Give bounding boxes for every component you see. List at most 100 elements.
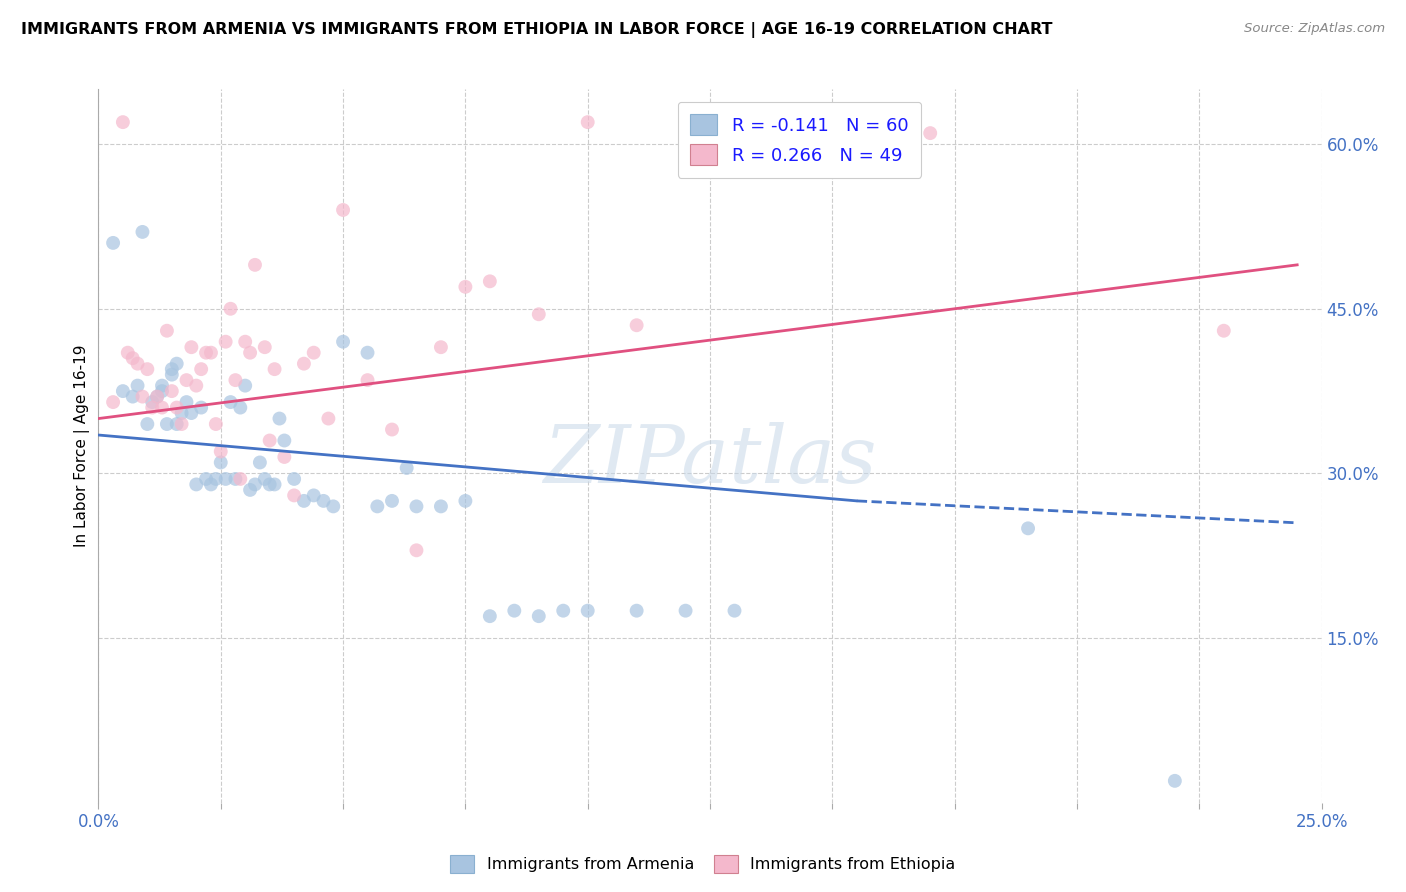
Point: [675, 604, 697, 618]
Text: IMMIGRANTS FROM ARMENIA VS IMMIGRANTS FROM ETHIOPIA IN LABOR FORCE | AGE 16-19 C: IMMIGRANTS FROM ARMENIA VS IMMIGRANTS FR…: [21, 22, 1053, 38]
Point: [723, 604, 745, 618]
Point: [626, 318, 648, 333]
Text: ZIPatlas: ZIPatlas: [543, 422, 877, 499]
Point: [146, 390, 169, 404]
Point: [190, 362, 212, 376]
Point: [150, 401, 173, 415]
Point: [136, 362, 159, 376]
Point: [263, 477, 285, 491]
Point: [219, 301, 242, 316]
Point: [166, 417, 188, 431]
Point: [283, 488, 305, 502]
Text: Source: ZipAtlas.com: Source: ZipAtlas.com: [1244, 22, 1385, 36]
Point: [1164, 773, 1187, 788]
Point: [214, 334, 236, 349]
Point: [229, 472, 252, 486]
Point: [205, 472, 228, 486]
Point: [176, 395, 198, 409]
Point: [920, 126, 942, 140]
Point: [356, 345, 378, 359]
Point: [224, 373, 246, 387]
Point: [430, 340, 453, 354]
Point: [127, 378, 149, 392]
Point: [121, 390, 143, 404]
Point: [156, 417, 179, 431]
Point: [176, 373, 198, 387]
Point: [503, 604, 526, 618]
Point: [1017, 521, 1039, 535]
Point: [273, 450, 295, 464]
Point: [269, 411, 291, 425]
Point: [186, 378, 208, 392]
Point: [318, 411, 340, 425]
Point: [249, 455, 271, 469]
Point: [111, 115, 134, 129]
Point: [170, 406, 193, 420]
Point: [292, 357, 315, 371]
Point: [166, 357, 188, 371]
Point: [576, 115, 599, 129]
Point: [160, 384, 183, 398]
Point: [576, 604, 599, 618]
Point: [253, 472, 276, 486]
Point: [273, 434, 295, 448]
Point: [205, 417, 228, 431]
Point: [214, 472, 236, 486]
Point: [381, 494, 404, 508]
Point: [146, 390, 169, 404]
Point: [111, 384, 134, 398]
Point: [259, 434, 281, 448]
Point: [131, 390, 153, 404]
Point: [131, 225, 153, 239]
Point: [127, 357, 149, 371]
Point: [170, 417, 193, 431]
Point: [1212, 324, 1234, 338]
Point: [166, 401, 188, 415]
Point: [312, 494, 335, 508]
Point: [160, 362, 183, 376]
Legend: Immigrants from Armenia, Immigrants from Ethiopia: Immigrants from Armenia, Immigrants from…: [444, 848, 962, 880]
Point: [478, 609, 501, 624]
Point: [302, 345, 325, 359]
Point: [224, 472, 246, 486]
Point: [263, 362, 285, 376]
Point: [160, 368, 183, 382]
Point: [405, 543, 427, 558]
Point: [259, 477, 281, 491]
Point: [195, 472, 218, 486]
Point: [302, 488, 325, 502]
Point: [150, 384, 173, 398]
Point: [283, 472, 305, 486]
Point: [239, 345, 262, 359]
Point: [233, 334, 256, 349]
Point: [180, 340, 202, 354]
Point: [243, 477, 266, 491]
Point: [356, 373, 378, 387]
Point: [322, 500, 344, 514]
Point: [239, 483, 262, 497]
Point: [292, 494, 315, 508]
Point: [243, 258, 266, 272]
Point: [395, 461, 418, 475]
Point: [136, 417, 159, 431]
Point: [405, 500, 427, 514]
Point: [121, 351, 143, 366]
Point: [190, 401, 212, 415]
Point: [209, 444, 232, 458]
Point: [478, 274, 501, 288]
Point: [454, 494, 477, 508]
Point: [219, 395, 242, 409]
Legend: R = -0.141   N = 60, R = 0.266   N = 49: R = -0.141 N = 60, R = 0.266 N = 49: [678, 102, 921, 178]
Point: [233, 378, 256, 392]
Point: [156, 324, 179, 338]
Point: [141, 395, 163, 409]
Point: [454, 280, 477, 294]
Point: [141, 401, 163, 415]
Point: [180, 406, 202, 420]
Y-axis label: In Labor Force | Age 16-19: In Labor Force | Age 16-19: [75, 344, 90, 548]
Point: [209, 455, 232, 469]
Point: [527, 609, 550, 624]
Point: [101, 395, 124, 409]
Point: [200, 477, 222, 491]
Point: [332, 334, 354, 349]
